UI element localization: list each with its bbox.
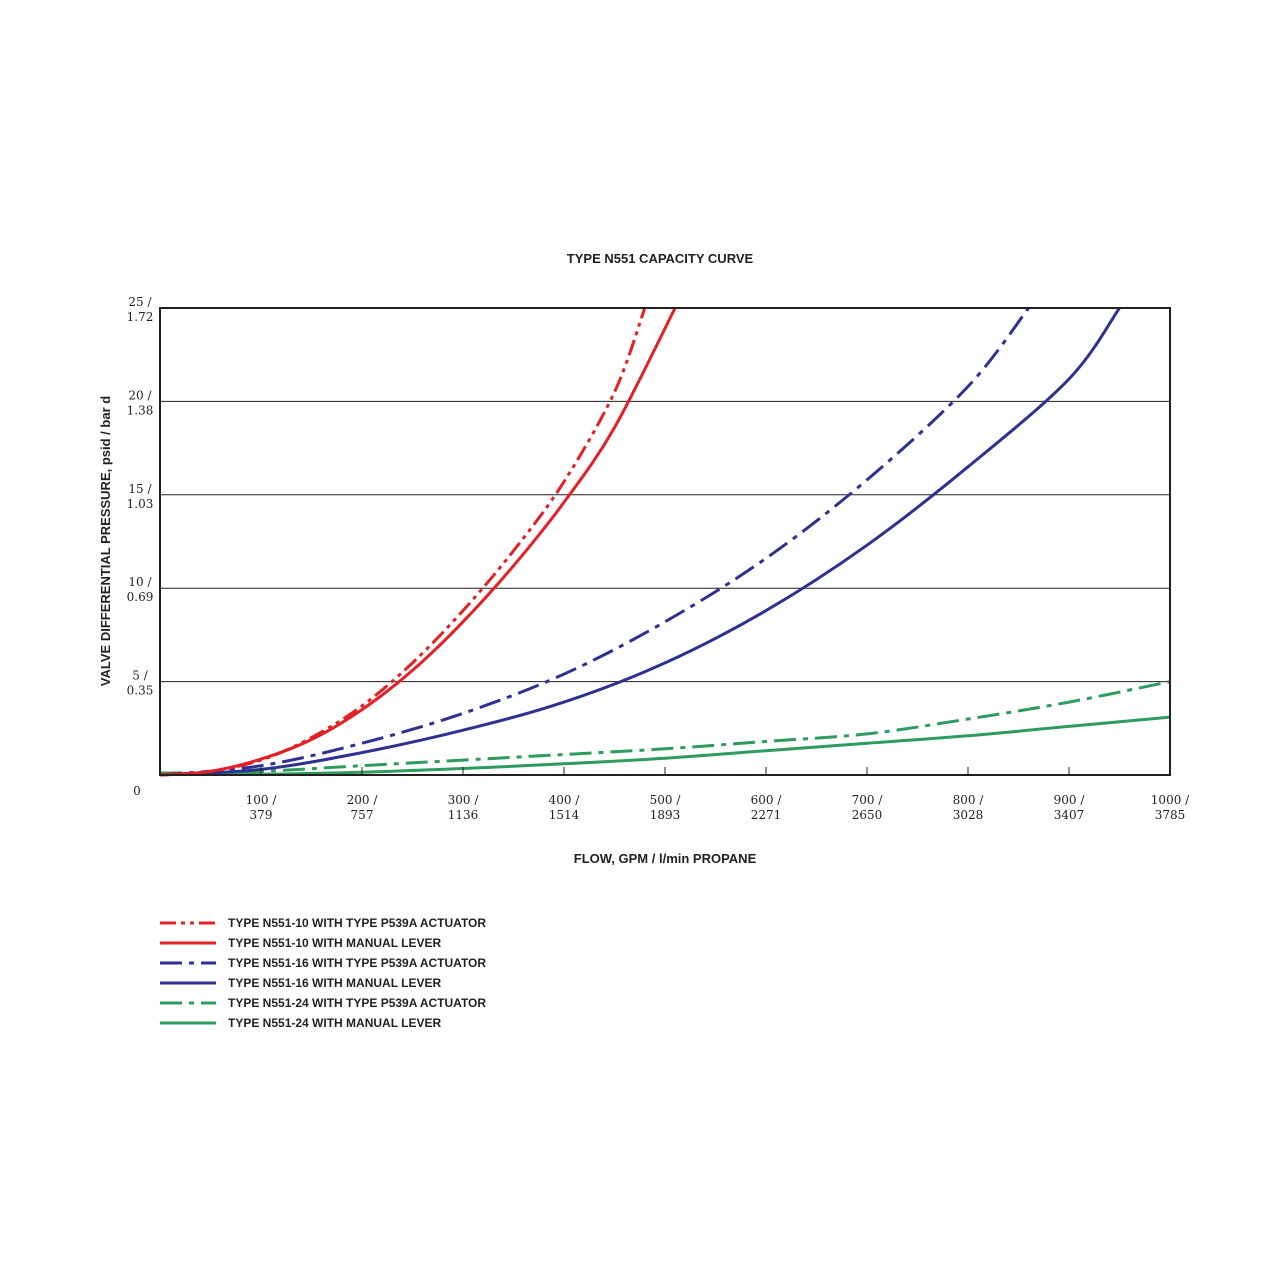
- legend-label: TYPE N551-10 WITH MANUAL LEVER: [228, 936, 441, 950]
- y-tick-label: 5 /: [132, 669, 148, 683]
- x-tick-label: 3407: [1054, 808, 1085, 822]
- y-tick-label: 10 /: [128, 575, 152, 589]
- series-line: [159, 307, 1030, 777]
- legend: TYPE N551-10 WITH TYPE P539A ACTUATOR TYP…: [160, 916, 486, 1030]
- x-tick-label: 400 /: [549, 793, 581, 807]
- legend-label: TYPE N551-16 WITH TYPE P539A ACTUATOR: [228, 956, 486, 970]
- x-tick-label: 3785: [1155, 808, 1186, 822]
- x-tick-label: 600 /: [751, 793, 783, 807]
- legend-label: TYPE N551-10 WITH TYPE P539A ACTUATOR: [228, 916, 486, 930]
- x-tick-label: 700 /: [852, 793, 884, 807]
- legend-label: TYPE N551-24 WITH MANUAL LEVER: [228, 1016, 441, 1030]
- x-tick-label: 379: [250, 808, 273, 822]
- x-tick-label: 1136: [448, 808, 479, 822]
- x-tick-label: 2650: [852, 808, 883, 822]
- y-tick-label: 25 /: [128, 295, 152, 309]
- chart-title: TYPE N551 CAPACITY CURVE: [567, 251, 754, 266]
- legend-label: TYPE N551-16 WITH MANUAL LEVER: [228, 976, 441, 990]
- x-tick-label: 900 /: [1054, 793, 1086, 807]
- y-tick-label: 15 /: [128, 482, 152, 496]
- x-tick-label: 1000 /: [1151, 793, 1190, 807]
- x-tick-label: 100 /: [246, 793, 278, 807]
- y-tick-label: 1.38: [127, 403, 154, 417]
- series-line: [159, 715, 1171, 776]
- series-line: [159, 680, 1171, 775]
- series-line: [159, 307, 647, 777]
- x-tick-label: 800 /: [953, 793, 985, 807]
- x-tick-label: 1893: [650, 808, 681, 822]
- legend-label: TYPE N551-24 WITH TYPE P539A ACTUATOR: [228, 996, 486, 1010]
- gridlines: [160, 400, 1170, 683]
- series-lines: [159, 307, 1171, 777]
- x-tick-label: 3028: [953, 808, 984, 822]
- x-tick-label: 200 /: [347, 793, 379, 807]
- y-tick-label: 1.72: [127, 310, 154, 324]
- x-tick-label: 500 /: [650, 793, 682, 807]
- y-axis-title: VALVE DIFFERENTIAL PRESSURE, psid / bar …: [98, 396, 113, 686]
- y-axis-ticks: 5 /0.35 10 /0.69 15 /1.03 20 /1.38 25 /1.72: [127, 295, 154, 698]
- series-line: [159, 307, 677, 777]
- y-tick-label-zero: 0: [133, 784, 141, 798]
- x-axis-title: FLOW, GPM / l/min PROPANE: [574, 851, 757, 866]
- y-tick-label: 0.35: [127, 684, 154, 698]
- y-tick-label: 1.03: [127, 497, 154, 511]
- plot-area-frame: [159, 307, 1171, 776]
- y-tick-label: 0.69: [127, 590, 154, 604]
- x-tick-label: 757: [351, 808, 374, 822]
- y-tick-label: 20 /: [128, 388, 152, 402]
- x-tick-label: 300 /: [448, 793, 480, 807]
- series-line: [159, 307, 1121, 777]
- x-tick-label: 2271: [751, 808, 782, 822]
- x-tick-label: 1514: [549, 808, 580, 822]
